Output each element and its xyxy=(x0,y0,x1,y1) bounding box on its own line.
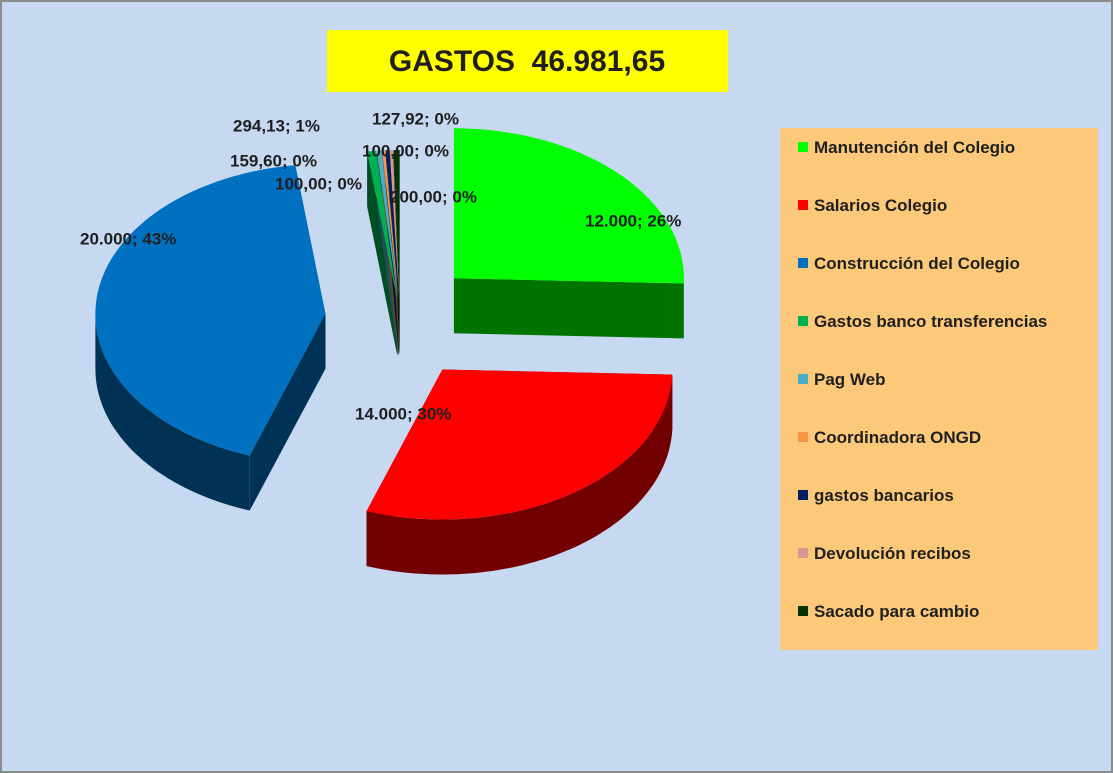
title-box xyxy=(327,30,728,92)
legend-label: Sacado para cambio xyxy=(814,602,980,621)
legend-item: Coordinadora ONGD xyxy=(798,426,1098,484)
slice-side xyxy=(367,151,398,356)
data-label: 294,13; 1% xyxy=(233,116,320,135)
legend-item: Pag Web xyxy=(798,368,1098,426)
legend-swatch xyxy=(798,606,808,616)
legend: Manutención del Colegio Salarios Colegio C… xyxy=(780,128,1098,650)
legend-item: Gastos banco transferencias xyxy=(798,310,1098,368)
slice-wall xyxy=(366,374,673,575)
legend-label: Gastos banco transferencias xyxy=(814,312,1048,331)
slice xyxy=(385,150,399,300)
slice xyxy=(453,128,684,284)
chart-title: GASTOS 46.981,65 xyxy=(389,45,665,78)
slice xyxy=(393,150,400,300)
legend-label: Manutención del Colegio xyxy=(814,138,1016,157)
legend-swatch xyxy=(798,200,808,210)
data-label: 127,92; 0% xyxy=(372,109,459,128)
legend-swatch xyxy=(798,316,808,326)
slice xyxy=(367,150,398,301)
slice xyxy=(382,150,399,300)
legend-swatch xyxy=(798,374,808,384)
slice xyxy=(95,165,326,456)
slice-side xyxy=(453,278,684,339)
legend-swatch xyxy=(798,490,808,500)
legend-label: Construcción del Colegio xyxy=(814,254,1020,273)
legend-swatch xyxy=(798,258,808,268)
legend-label: Coordinadora ONGD xyxy=(814,428,982,447)
slice-wall xyxy=(95,313,250,511)
legend-label: Pag Web xyxy=(814,370,886,389)
data-label: 12.000; 26% xyxy=(585,211,681,230)
legend-swatch xyxy=(798,142,808,152)
slice xyxy=(366,369,673,520)
legend-label: Devolución recibos xyxy=(814,544,971,563)
data-label: 200,00; 0% xyxy=(390,187,477,206)
legend-label: Salarios Colegio xyxy=(814,196,948,215)
data-label: 159,60; 0% xyxy=(230,151,317,170)
slice xyxy=(389,150,400,300)
legend-item: gastos bancarios xyxy=(798,484,1098,542)
legend-item: Construcción del Colegio xyxy=(798,252,1098,310)
data-label: 100,00; 0% xyxy=(275,174,362,193)
legend-label: gastos bancarios xyxy=(814,486,954,505)
data-label: 20.000; 43% xyxy=(80,229,176,248)
slice-side xyxy=(249,313,326,511)
legend-swatch xyxy=(798,432,808,442)
data-label: 14.000; 30% xyxy=(355,404,451,423)
legend-swatch xyxy=(798,548,808,558)
legend-item: Salarios Colegio xyxy=(798,194,1098,252)
data-label: 100,00; 0% xyxy=(362,141,449,160)
slice xyxy=(376,150,398,301)
legend-item: Sacado para cambio xyxy=(798,600,1098,658)
legend-item: Manutención del Colegio xyxy=(798,136,1098,194)
legend-item: Devolución recibos xyxy=(798,542,1098,600)
